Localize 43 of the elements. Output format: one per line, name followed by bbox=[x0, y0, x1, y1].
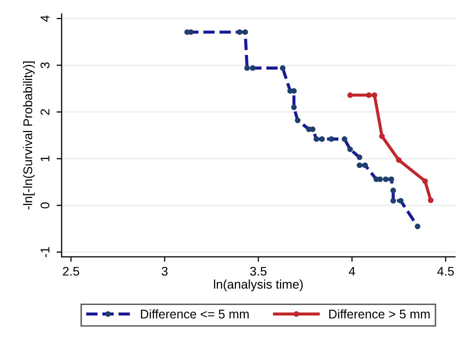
point bbox=[362, 162, 368, 168]
point bbox=[314, 136, 320, 142]
y-tick-label: 0 bbox=[40, 202, 50, 208]
x-tick-label: 3 bbox=[162, 266, 168, 276]
legend-label: Difference <= 5 mm bbox=[140, 309, 249, 319]
point bbox=[379, 133, 385, 140]
point bbox=[250, 65, 256, 71]
legend-label: Difference > 5 mm bbox=[329, 309, 430, 319]
y-axis-title: -ln[-ln(Survival Probability)] bbox=[23, 62, 35, 210]
point bbox=[347, 92, 353, 98]
point bbox=[244, 65, 250, 71]
point bbox=[366, 92, 372, 98]
point bbox=[428, 197, 434, 204]
x-tick-label: 2.5 bbox=[62, 266, 80, 276]
point bbox=[398, 198, 404, 204]
point bbox=[414, 224, 420, 230]
point bbox=[242, 29, 248, 35]
point bbox=[382, 176, 388, 182]
point bbox=[347, 146, 353, 152]
y-tick-label: 4 bbox=[40, 15, 50, 22]
point bbox=[356, 162, 362, 168]
point bbox=[390, 188, 396, 194]
point bbox=[294, 118, 300, 124]
y-tick-label: 3 bbox=[40, 62, 50, 68]
point bbox=[390, 198, 396, 204]
point bbox=[291, 104, 297, 110]
y-tick-label: 2 bbox=[40, 109, 50, 115]
y-tick-label: -1 bbox=[40, 247, 50, 258]
point bbox=[372, 92, 378, 98]
point bbox=[280, 65, 286, 71]
x-tick-label: 4 bbox=[348, 266, 356, 276]
point bbox=[342, 136, 348, 142]
point bbox=[328, 136, 334, 142]
x-tick-label: 3.5 bbox=[250, 266, 266, 276]
y-tick-label: 1 bbox=[40, 156, 50, 162]
point bbox=[319, 136, 325, 142]
x-axis-title: ln(analysis time) bbox=[214, 280, 303, 292]
point bbox=[422, 178, 428, 184]
point bbox=[388, 176, 394, 182]
point bbox=[396, 157, 402, 163]
point bbox=[236, 29, 242, 35]
x-tick-label: 4.5 bbox=[437, 266, 454, 276]
point bbox=[356, 154, 362, 160]
